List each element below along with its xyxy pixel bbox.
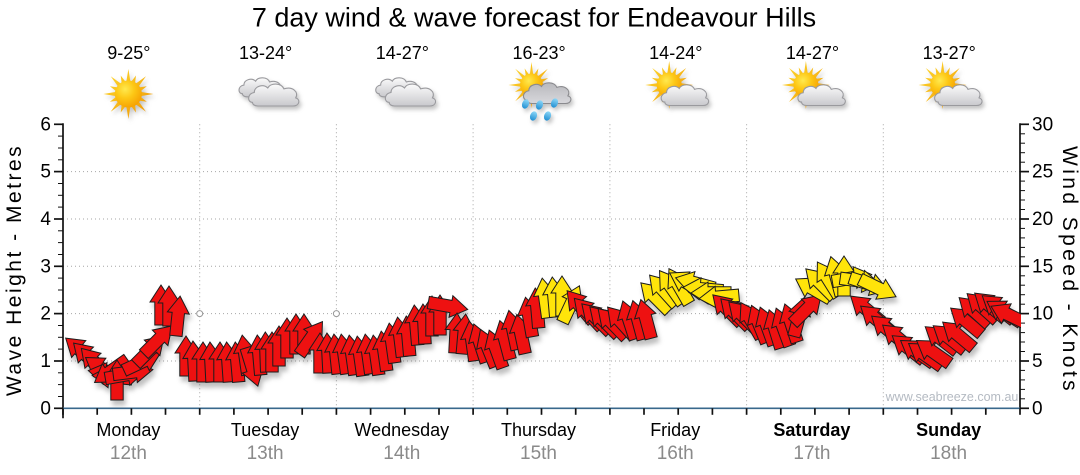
svg-text:Friday: Friday: [650, 420, 700, 440]
svg-text:Tuesday: Tuesday: [231, 420, 299, 440]
svg-text:12th: 12th: [110, 443, 147, 464]
svg-text:18th: 18th: [930, 443, 967, 464]
svg-text:30: 30: [1032, 114, 1053, 135]
svg-text:Wednesday: Wednesday: [354, 420, 449, 440]
svg-text:14-27°: 14-27°: [786, 43, 839, 63]
svg-text:5: 5: [40, 162, 51, 183]
svg-text:17th: 17th: [793, 443, 830, 464]
svg-text:1: 1: [40, 351, 51, 372]
svg-text:13-27°: 13-27°: [923, 43, 976, 63]
svg-text:14-24°: 14-24°: [649, 43, 702, 63]
svg-text:4: 4: [40, 209, 51, 230]
svg-text:Monday: Monday: [96, 420, 160, 440]
svg-text:16-23°: 16-23°: [512, 43, 565, 63]
svg-text:13th: 13th: [247, 443, 284, 464]
svg-text:Thursday: Thursday: [501, 420, 576, 440]
svg-text:25: 25: [1032, 162, 1053, 183]
svg-text:14-27°: 14-27°: [376, 43, 429, 63]
svg-text:10: 10: [1032, 304, 1053, 325]
svg-text:Sunday: Sunday: [916, 420, 981, 440]
svg-text:16th: 16th: [657, 443, 694, 464]
svg-text:15: 15: [1032, 256, 1053, 277]
svg-text:0: 0: [1032, 398, 1043, 419]
svg-text:15th: 15th: [520, 443, 557, 464]
svg-text:13-24°: 13-24°: [239, 43, 292, 63]
svg-text:3: 3: [40, 256, 51, 277]
svg-text:20: 20: [1032, 209, 1053, 230]
svg-text:6: 6: [40, 114, 51, 135]
svg-text:5: 5: [1032, 351, 1043, 372]
svg-text:2: 2: [40, 304, 51, 325]
svg-text:Wave Height - Metres: Wave Height - Metres: [3, 144, 26, 396]
svg-text:Wind Speed - Knots: Wind Speed - Knots: [1058, 146, 1080, 394]
svg-text:7 day wind & wave forecast for: 7 day wind & wave forecast for Endeavour…: [252, 3, 816, 33]
svg-text:www.seabreeze.com.au: www.seabreeze.com.au: [885, 390, 1019, 404]
svg-text:9-25°: 9-25°: [107, 43, 150, 63]
svg-text:Saturday: Saturday: [773, 420, 850, 440]
svg-text:14th: 14th: [383, 443, 420, 464]
svg-text:0: 0: [40, 398, 51, 419]
